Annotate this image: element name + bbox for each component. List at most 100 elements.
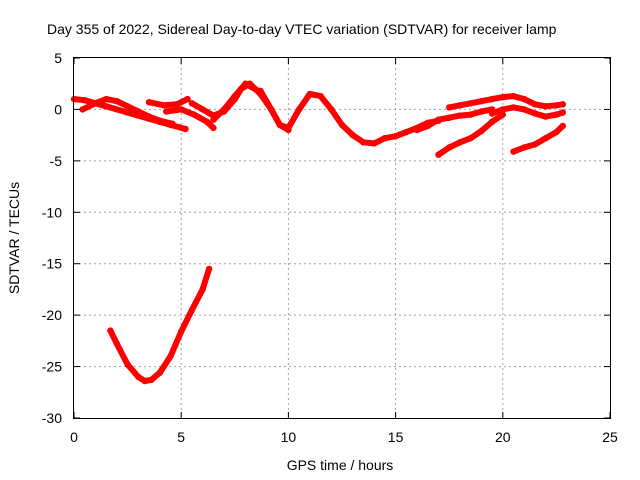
- data-point: [478, 127, 485, 135]
- data-point: [521, 95, 528, 103]
- data-point: [553, 128, 560, 136]
- data-point: [531, 101, 539, 108]
- data-point: [559, 122, 566, 130]
- data-point: [113, 106, 121, 113]
- data-point: [156, 369, 163, 376]
- data-point: [317, 92, 324, 100]
- y-tick-label: -20: [42, 307, 62, 323]
- data-point: [559, 109, 566, 116]
- data-series: [70, 80, 566, 385]
- data-point: [559, 101, 566, 108]
- plot-frame: [73, 57, 611, 419]
- data-point: [510, 92, 517, 100]
- data-point: [188, 100, 196, 107]
- x-tick-label: 25: [602, 429, 618, 445]
- data-point: [173, 101, 181, 108]
- data-point: [167, 353, 174, 360]
- data-point: [499, 93, 506, 101]
- series-line-sat-g: [257, 87, 388, 147]
- data-point: [81, 97, 88, 104]
- data-point: [531, 141, 539, 148]
- y-tick-label: 0: [54, 101, 62, 117]
- data-point: [403, 128, 410, 136]
- y-tick-label: -5: [50, 153, 63, 169]
- data-point: [182, 125, 189, 133]
- data-point: [178, 106, 185, 113]
- data-point: [446, 114, 453, 121]
- data-point: [392, 133, 399, 140]
- data-point: [456, 102, 464, 109]
- data-point: [435, 116, 442, 123]
- data-point: [145, 113, 153, 120]
- data-point: [203, 118, 211, 126]
- data-point: [542, 113, 549, 120]
- data-point: [169, 120, 176, 128]
- data-point: [178, 328, 185, 335]
- data-point: [531, 110, 539, 117]
- data-point: [446, 104, 453, 111]
- data-point: [184, 95, 191, 103]
- data-point: [478, 98, 485, 105]
- data-point: [467, 111, 474, 118]
- series-line-sat-n: [107, 265, 213, 384]
- data-point: [306, 90, 313, 98]
- data-point: [231, 92, 238, 100]
- data-point: [242, 80, 249, 87]
- x-tick-label: 15: [388, 429, 404, 445]
- data-point: [188, 306, 196, 314]
- data-point: [553, 102, 560, 109]
- data-point: [521, 144, 528, 151]
- data-point: [92, 100, 99, 107]
- data-point: [103, 103, 110, 110]
- data-point: [424, 122, 431, 130]
- axis-ticks: 0 5 10 15 20 25 -30 -25 -20 -15 -10 -5 0 5: [42, 50, 618, 445]
- data-point: [360, 139, 367, 146]
- y-tick-label: -15: [42, 256, 62, 272]
- data-point: [141, 377, 148, 385]
- data-point: [103, 95, 110, 103]
- data-point: [295, 106, 303, 113]
- data-point: [124, 103, 131, 110]
- data-point: [499, 106, 506, 113]
- y-tick-label: -10: [42, 204, 62, 220]
- data-point: [135, 373, 142, 381]
- x-axis-label: GPS time / hours: [287, 457, 394, 473]
- data-point: [113, 98, 121, 105]
- data-point: [135, 108, 142, 115]
- data-point: [328, 106, 335, 113]
- data-point: [553, 111, 560, 118]
- data-point: [488, 95, 496, 103]
- y-axis-label: SDTVAR / TECUs: [6, 182, 22, 294]
- data-point: [199, 106, 206, 113]
- data-point: [220, 106, 228, 113]
- data-point: [190, 111, 198, 118]
- x-tick-label: 20: [495, 429, 511, 445]
- data-point: [435, 151, 442, 158]
- data-point: [205, 265, 213, 273]
- data-point: [456, 139, 464, 146]
- data-point: [456, 112, 464, 119]
- x-tick-label: 10: [281, 429, 297, 445]
- data-point: [488, 118, 496, 126]
- data-point: [467, 100, 474, 107]
- data-point: [542, 103, 549, 110]
- data-point: [285, 124, 292, 132]
- data-point: [542, 135, 549, 142]
- data-point: [510, 148, 517, 155]
- data-point: [199, 286, 206, 293]
- data-point: [488, 110, 496, 117]
- data-point: [521, 106, 528, 113]
- data-point: [338, 121, 346, 129]
- data-point: [163, 108, 170, 115]
- data-point: [446, 144, 453, 151]
- y-tick-label: -25: [42, 359, 62, 375]
- data-point: [160, 102, 168, 109]
- data-point: [349, 131, 356, 139]
- data-point: [268, 106, 275, 113]
- data-point: [145, 99, 153, 106]
- data-point: [510, 104, 517, 111]
- y-tick-label: -30: [42, 410, 62, 426]
- data-point: [371, 140, 378, 147]
- data-point: [210, 124, 217, 132]
